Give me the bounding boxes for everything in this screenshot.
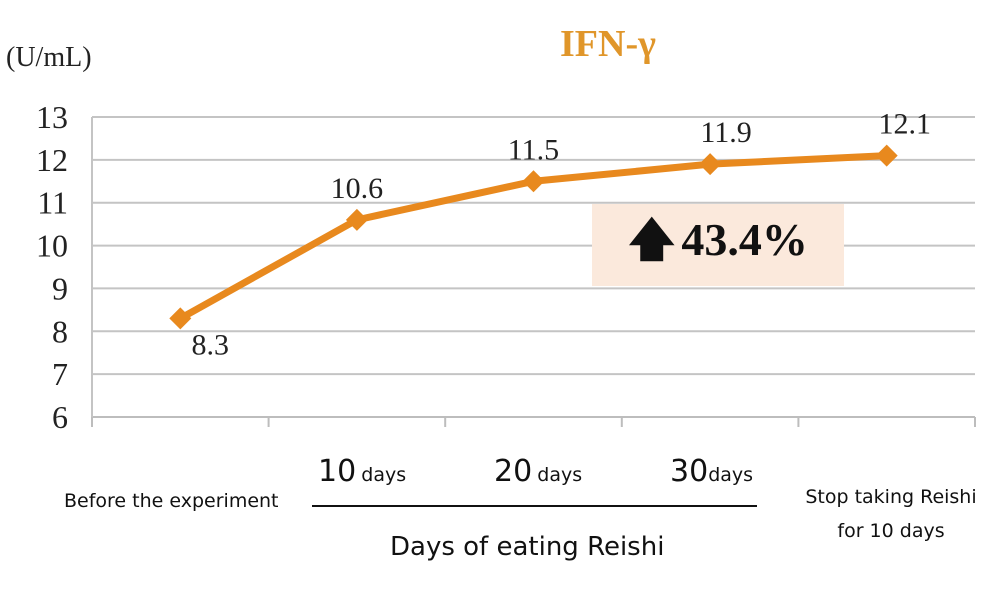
data-points [169, 144, 898, 330]
chart-title: IFN-γ [560, 23, 656, 65]
x-label-stop-line2: for 10 days [837, 520, 945, 542]
x-label-10-unit: days [361, 464, 407, 486]
x-label-stop: Stop taking Reishi for 10 days [796, 480, 986, 548]
x-ticks [91, 417, 976, 427]
increase-badge: 🡅 43.4% [592, 204, 844, 286]
data-point [345, 208, 368, 231]
increase-badge-text: 🡅 43.4% [628, 206, 808, 284]
x-label-before: Before the experiment [64, 490, 279, 512]
data-point [169, 307, 192, 330]
data-label: 12.1 [878, 108, 931, 141]
x-label-30-days: 30days [670, 454, 753, 489]
y-tick-label: 13 [36, 99, 68, 135]
x-label-stop-line1: Stop taking Reishi [805, 486, 977, 508]
y-tick-label: 9 [52, 270, 68, 306]
x-label-20-days: 20 days [494, 454, 582, 489]
x-label-10-days: 10 days [318, 454, 406, 489]
data-point [699, 153, 722, 176]
y-tick-labels: 6 7 8 9 10 11 12 13 [36, 99, 68, 435]
y-tick-label: 11 [37, 185, 68, 221]
data-labels: 8.3 10.6 11.5 11.9 12.1 [192, 108, 931, 362]
x-label-10-num: 10 [318, 454, 357, 489]
data-label: 10.6 [331, 172, 384, 205]
x-label-20-unit: days [537, 464, 583, 486]
x-axis-title: Days of eating Reishi [390, 532, 665, 562]
up-arrow-icon: 🡅 [628, 214, 676, 265]
y-tick-label: 6 [52, 399, 68, 435]
x-label-30-unit: days [708, 464, 754, 486]
x-label-20-num: 20 [494, 454, 533, 489]
y-tick-label: 8 [52, 313, 68, 349]
data-label: 11.9 [700, 116, 751, 149]
y-axis-unit: (U/mL) [6, 42, 92, 73]
data-label: 8.3 [192, 328, 230, 361]
y-tick-label: 12 [36, 142, 68, 178]
data-label: 11.5 [508, 133, 559, 166]
data-point [875, 144, 898, 167]
data-point [522, 170, 545, 193]
y-tick-label: 7 [52, 356, 68, 392]
x-label-30-num: 30 [670, 454, 709, 489]
increase-value: 43.4% [681, 214, 808, 265]
y-tick-label: 10 [36, 228, 68, 264]
